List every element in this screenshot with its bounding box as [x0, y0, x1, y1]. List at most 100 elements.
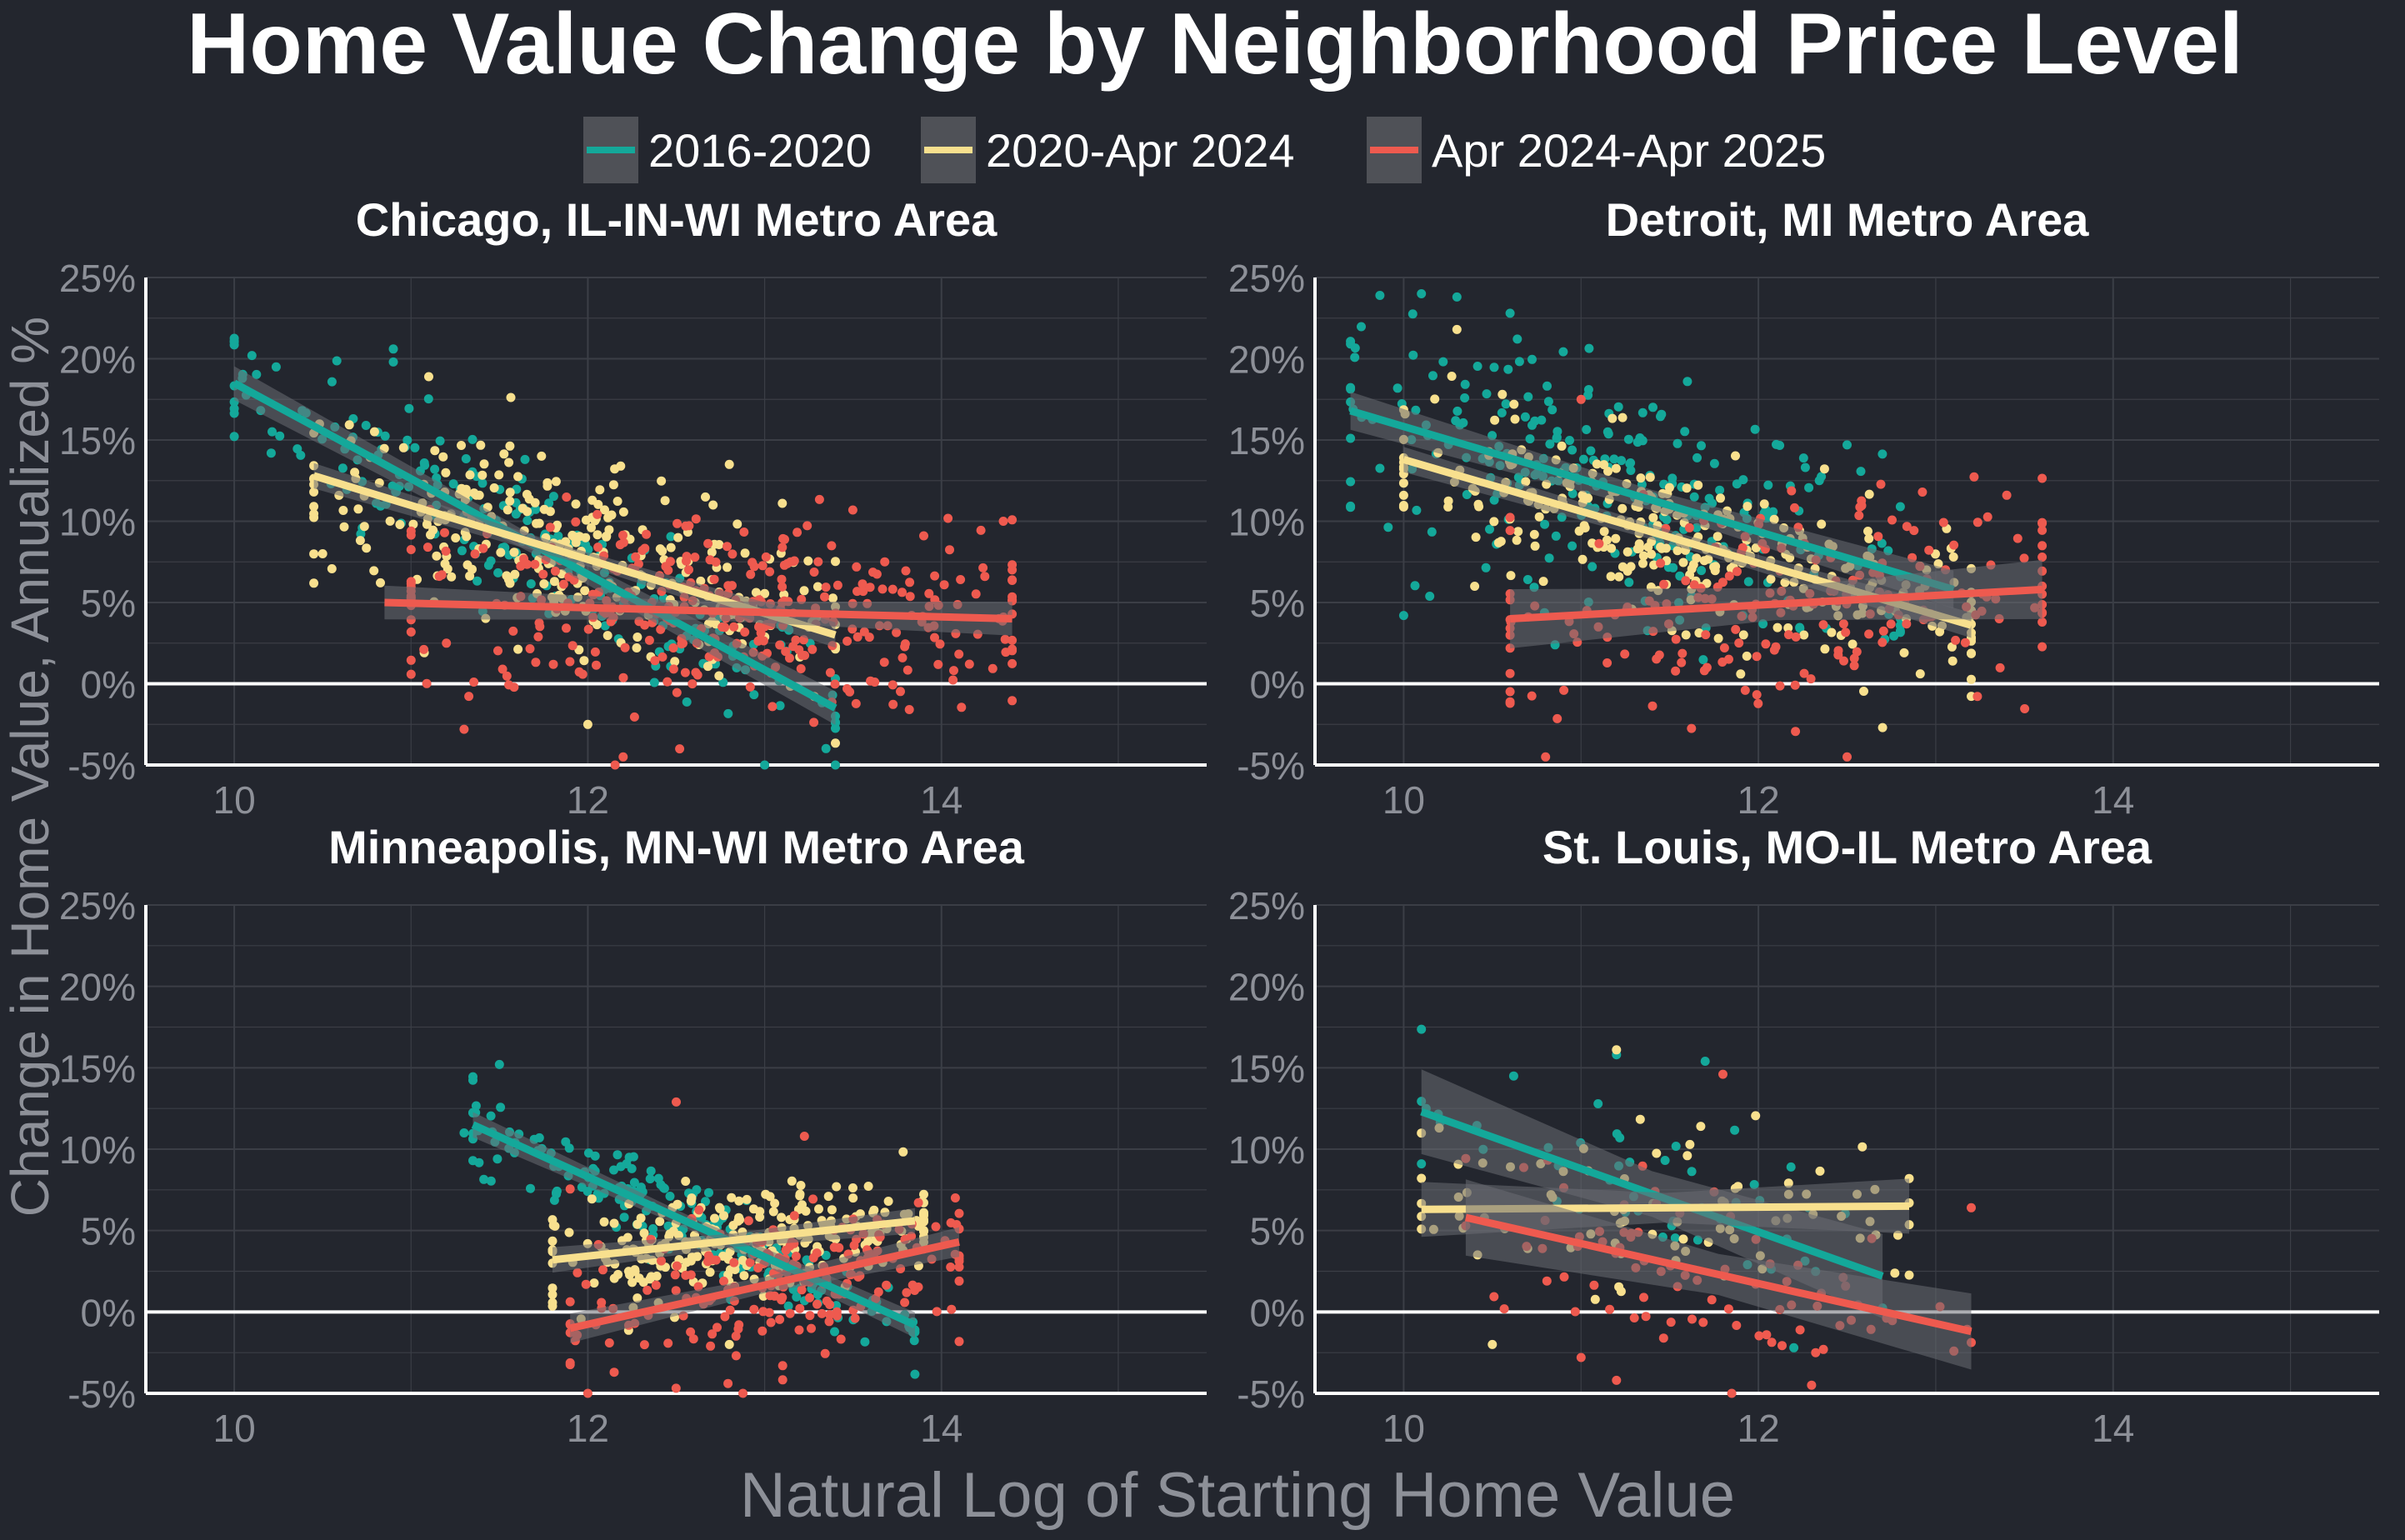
scatter-point [728, 1221, 738, 1230]
scatter-point [860, 1337, 870, 1347]
scatter-point [538, 569, 548, 579]
scatter-point [338, 463, 348, 473]
scatter-point [1817, 519, 1827, 529]
scatter-point [1702, 662, 1712, 672]
scatter-point [1472, 362, 1482, 371]
scatter-point [1618, 503, 1628, 513]
scatter-point [742, 1194, 752, 1204]
legend-label: 2016-2020 [648, 124, 872, 177]
scatter-point [616, 461, 626, 471]
scatter-point [722, 562, 732, 572]
scatter-point [1489, 362, 1499, 372]
scatter-point [1967, 1202, 1976, 1212]
scatter-point [610, 760, 620, 770]
scatter-point [1548, 405, 1558, 415]
scatter-point [719, 1211, 728, 1221]
scatter-point [1648, 701, 1658, 711]
scatter-point [905, 592, 915, 602]
scatter-point [828, 593, 838, 603]
scatter-point [587, 1194, 597, 1204]
scatter-point [593, 499, 603, 509]
scatter-point [775, 640, 785, 650]
scatter-point [1497, 408, 1507, 418]
scatter-point [672, 1199, 682, 1209]
scatter-point [954, 1337, 964, 1347]
scatter-point [1565, 436, 1574, 445]
scatter-point [663, 1338, 673, 1348]
scatter-point [1902, 619, 1912, 629]
scatter-point [1949, 540, 1959, 550]
scatter-point [703, 662, 712, 672]
scatter-point [722, 542, 732, 552]
scatter-point [1670, 1233, 1680, 1243]
scatter-point [1638, 551, 1648, 561]
scatter-point [888, 584, 898, 594]
scatter-point [1496, 537, 1506, 547]
scatter-point [1972, 518, 1982, 528]
scatter-point [978, 562, 988, 572]
scatter-point [778, 498, 788, 508]
scatter-point [789, 1211, 799, 1221]
scatter-point [709, 574, 719, 584]
scatter-point [1888, 515, 1897, 525]
scatter-point [852, 632, 862, 642]
scatter-point [1622, 566, 1632, 576]
scatter-point [1632, 438, 1642, 448]
scatter-point [618, 672, 628, 682]
scatter-point [1460, 393, 1470, 402]
x-tick-label: 14 [920, 1407, 962, 1450]
scatter-point [825, 1310, 835, 1320]
scatter-point [1878, 626, 1888, 636]
scatter-point [898, 588, 907, 598]
scatter-point [1350, 343, 1360, 353]
scatter-point [496, 1102, 506, 1112]
scatter-point [1470, 582, 1480, 591]
scatter-point [740, 628, 750, 637]
scatter-point [1398, 478, 1408, 488]
scatter-point [1485, 524, 1494, 534]
scatter-point [808, 644, 818, 654]
scatter-point [1857, 501, 1867, 511]
scatter-point [707, 548, 717, 558]
scatter-point [568, 641, 578, 651]
y-tick-label: 5% [1250, 1210, 1305, 1253]
scatter-point [344, 420, 354, 430]
scatter-point [954, 649, 964, 659]
scatter-point [1904, 1270, 1914, 1280]
scatter-point [880, 557, 890, 567]
scatter-point [794, 1325, 804, 1335]
scatter-point [498, 664, 508, 674]
y-tick-label: 25% [59, 257, 136, 300]
scatter-point [820, 592, 829, 602]
scatter-point [904, 705, 914, 714]
scatter-point [1660, 1156, 1670, 1165]
scatter-point [1864, 629, 1874, 639]
scatter-point [1969, 472, 1979, 482]
scatter-point [369, 427, 379, 437]
scatter-point [727, 1192, 737, 1202]
scatter-point [1612, 1375, 1622, 1385]
scatter-point [766, 1318, 776, 1328]
scatter-point [801, 1206, 811, 1216]
scatter-point [494, 470, 504, 480]
scatter-point [764, 1308, 774, 1318]
scatter-point [457, 546, 467, 556]
scatter-point [469, 678, 479, 687]
scatter-point [595, 485, 605, 495]
scatter-point [1678, 648, 1688, 658]
scatter-point [548, 1283, 558, 1293]
scatter-point [608, 480, 618, 490]
scatter-point [760, 588, 770, 598]
scatter-point [653, 1173, 663, 1183]
scatter-point [1599, 460, 1609, 470]
scatter-point [1972, 692, 1982, 702]
scatter-point [1648, 512, 1658, 522]
scatter-point [648, 1224, 658, 1233]
scatter-point [702, 1257, 712, 1267]
scatter-point [1668, 473, 1678, 483]
scatter-point [589, 1278, 599, 1288]
scatter-point [526, 1183, 535, 1193]
scatter-point [797, 1285, 807, 1295]
scatter-point [1848, 639, 1858, 649]
scatter-point [1895, 502, 1905, 512]
